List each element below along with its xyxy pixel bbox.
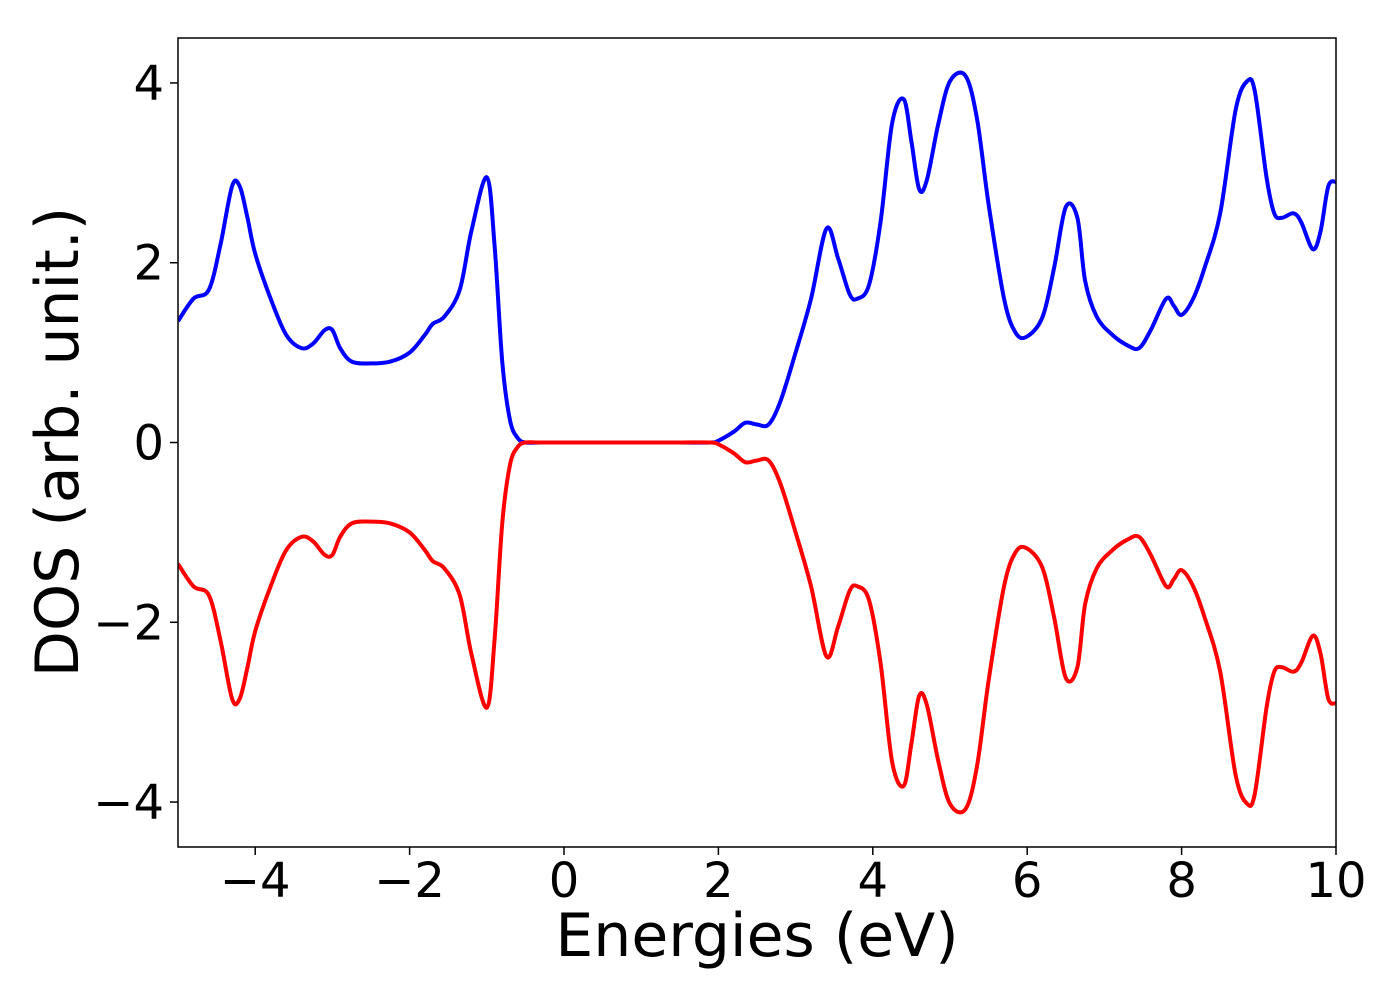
y-axis-label: DOS (arb. unit.) [23,207,93,677]
y-tick-label: 0 [133,416,164,472]
x-tick-label: 0 [549,853,580,909]
x-tick-label: −2 [374,853,445,909]
series-line-red [178,440,1336,815]
x-tick-label: 8 [1166,853,1197,909]
series-line-blue [178,70,1336,445]
y-tick-label: −2 [93,595,164,651]
x-tick-label: 4 [858,853,889,909]
x-tick-label: 2 [703,853,734,909]
x-tick-label: −4 [220,853,291,909]
plot-frame [177,37,1337,848]
y-axis-ticks: −4 −2 0 2 4 [93,56,178,831]
y-tick-label: 2 [133,236,164,292]
y-tick-label: 4 [133,56,164,112]
x-axis-label: Energies (eV) [555,901,958,971]
y-tick-label: −4 [93,775,164,831]
x-tick-label: 10 [1305,853,1366,909]
x-tick-label: 6 [1012,853,1043,909]
series-layer [178,70,1336,815]
x-axis-ticks: −4 −2 0 2 4 6 8 10 [220,847,1367,909]
